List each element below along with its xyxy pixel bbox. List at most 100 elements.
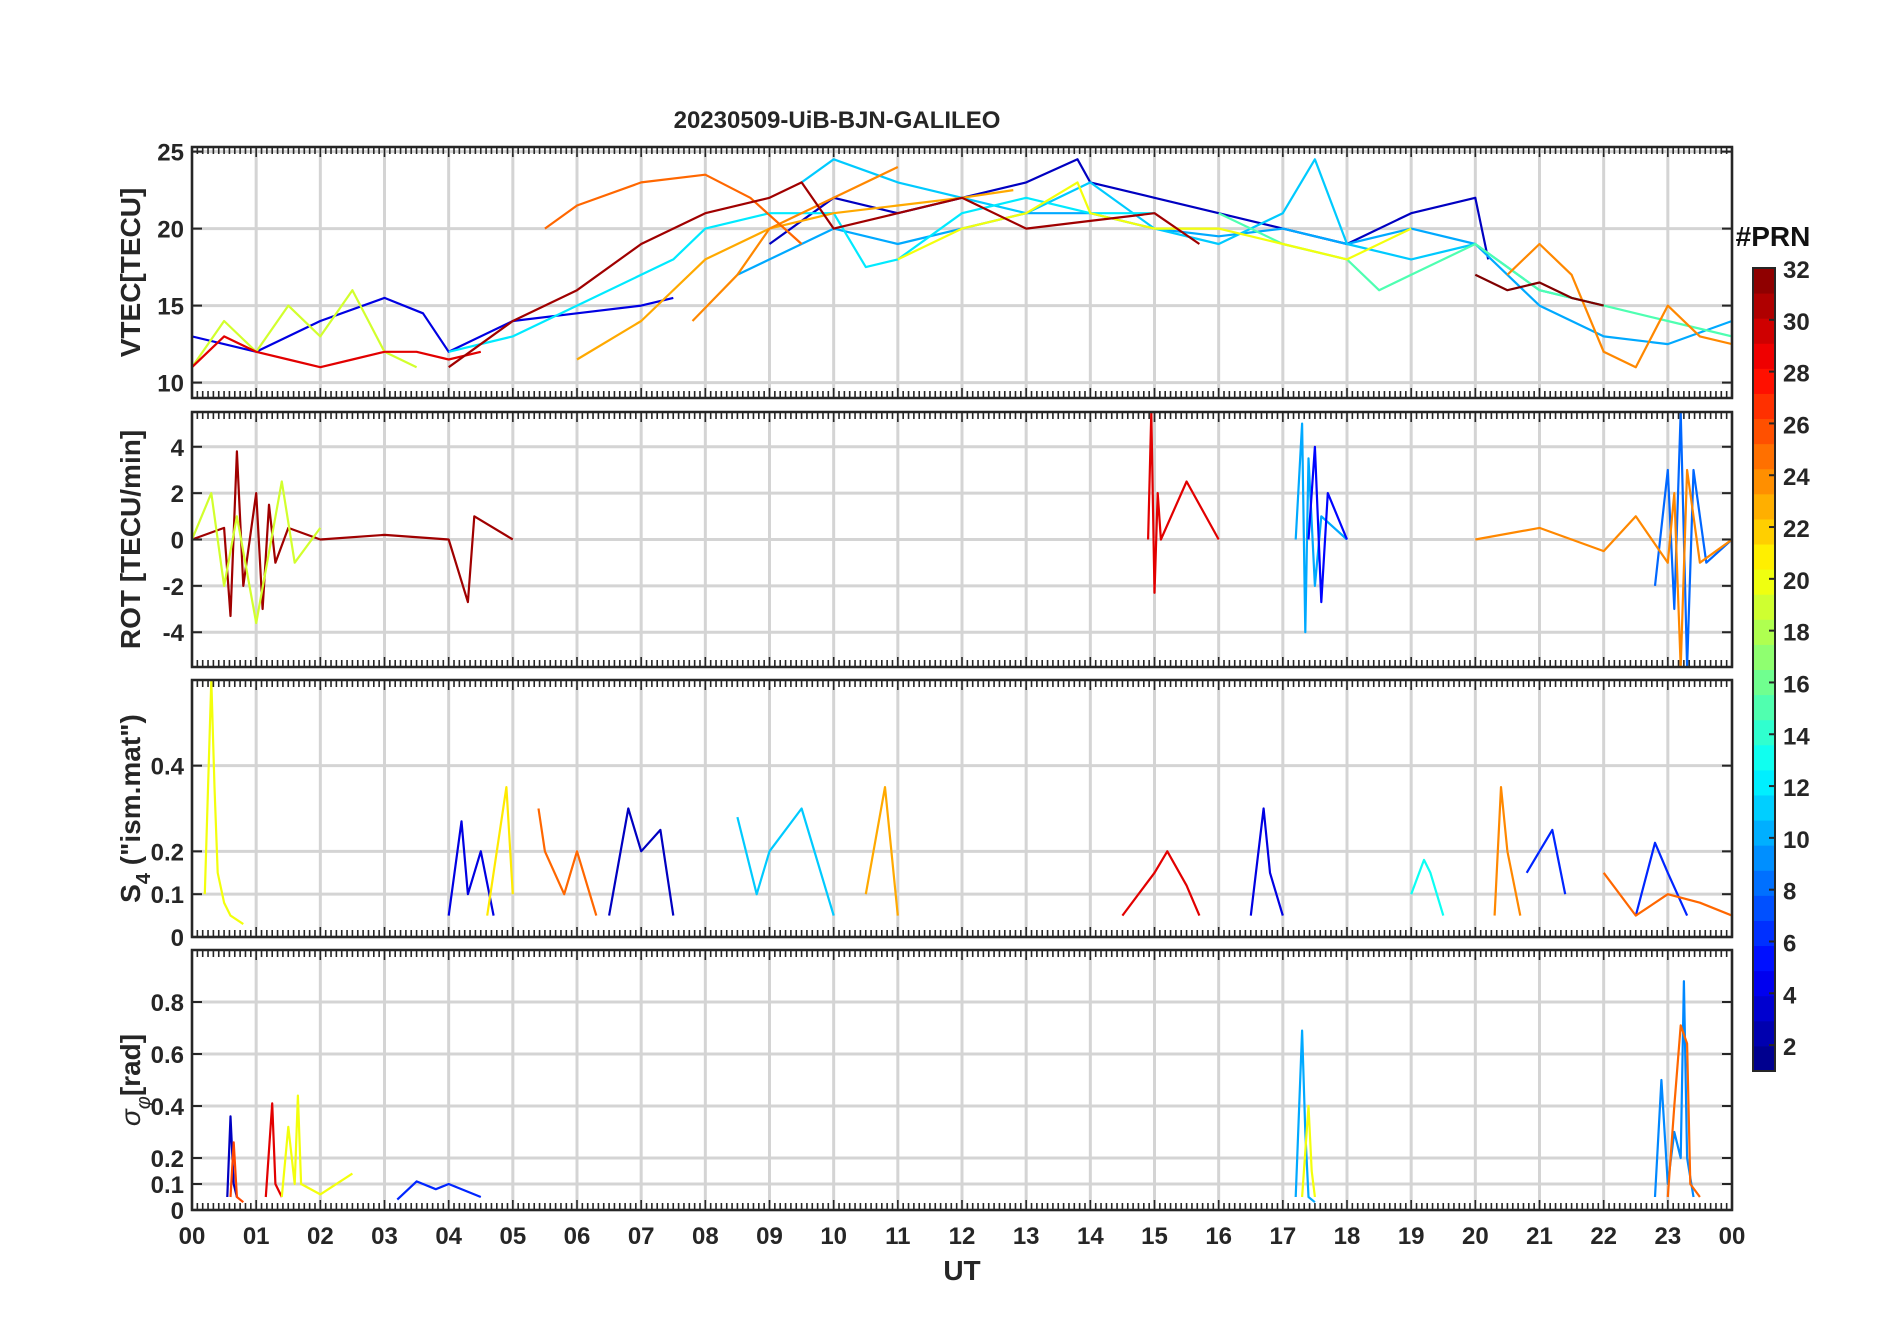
y-tick-label: 0 <box>171 1198 184 1225</box>
y-tick-label: -2 <box>163 574 184 601</box>
series-prn-6 <box>396 1180 482 1201</box>
series-prn-10 <box>1294 422 1348 634</box>
colorbar-tick-label: 24 <box>1783 464 1810 491</box>
colorbar-segment <box>1753 644 1775 670</box>
y-tick-label: 15 <box>157 294 184 321</box>
colorbar-segment <box>1753 995 1775 1022</box>
series-prn-29 <box>1147 412 1220 594</box>
colorbar-segment <box>1753 594 1775 620</box>
x-tick-label: 09 <box>756 1223 783 1250</box>
y-tick-label: 10 <box>157 371 184 398</box>
colorbar-tick-label: 14 <box>1783 723 1810 750</box>
y-tick-label: 0.4 <box>151 754 185 781</box>
colorbar-segment <box>1753 393 1775 420</box>
series-prn-10 <box>736 212 1732 346</box>
series-prn-11 <box>736 807 835 916</box>
y-tick-label: 0 <box>171 925 184 952</box>
y-tick-label: 0.4 <box>151 1094 185 1121</box>
series-prn-31 <box>448 181 1201 369</box>
x-tick-label: 12 <box>949 1223 976 1250</box>
colorbar-segment <box>1753 318 1775 344</box>
series-prn-25 <box>1666 1024 1701 1198</box>
colorbar-segment <box>1753 744 1775 771</box>
colorbar-segment <box>1753 719 1775 746</box>
x-tick-label: 17 <box>1269 1223 1296 1250</box>
x-tick-label: 04 <box>435 1223 462 1250</box>
series-prn-25 <box>544 173 803 245</box>
series-prn-4 <box>192 296 674 353</box>
series-prn-6 <box>1525 828 1567 895</box>
series-prn-24 <box>1493 785 1522 916</box>
series-prn-32 <box>1474 273 1604 307</box>
series-prn-21 <box>486 785 514 916</box>
x-tick-label: 05 <box>499 1223 526 1250</box>
colorbar-title: #PRN <box>1736 221 1811 252</box>
x-tick-label: 22 <box>1590 1223 1617 1250</box>
x-tick-label: 16 <box>1205 1223 1232 1250</box>
colorbar-tick-label: 30 <box>1783 309 1810 336</box>
colorbar-tick-label: 32 <box>1783 257 1810 284</box>
axes-frame <box>190 410 1734 669</box>
panel-s4: 0 0.1 0.2 0.4S4 ("ism.mat") <box>115 678 1734 952</box>
x-tick-label: 19 <box>1398 1223 1425 1250</box>
x-tick-label: 01 <box>243 1223 270 1250</box>
y-axis-label: VTEC[TECU] <box>115 188 146 358</box>
series-prn-9 <box>1653 980 1695 1198</box>
series-prn-25 <box>537 808 598 916</box>
colorbar-segment <box>1753 845 1775 871</box>
x-tick-label: 07 <box>628 1223 655 1250</box>
colorbar-tick-label: 10 <box>1783 827 1810 854</box>
series-prn-23 <box>576 189 1014 361</box>
x-tick-label: 15 <box>1141 1223 1168 1250</box>
chart-title: 20230509-UiB-BJN-GALILEO <box>674 107 1001 134</box>
x-tick-label: 14 <box>1077 1223 1104 1250</box>
colorbar-segment <box>1753 970 1775 997</box>
series-prn-4 <box>1249 807 1284 916</box>
y-axis-label: S4 ("ism.mat") <box>115 714 155 903</box>
x-tick-label: 13 <box>1013 1223 1040 1250</box>
colorbar-segment <box>1753 569 1775 595</box>
panel-sigma-phi: 00.10.2 0.4 0.6 0.8 σφ[rad] <box>115 948 1734 1225</box>
axes-frame <box>190 678 1734 939</box>
series-prn-24 <box>1506 242 1732 369</box>
y-tick-label: 0.6 <box>151 1042 184 1069</box>
colorbar-segment <box>1753 1020 1775 1047</box>
colorbar-segment <box>1753 794 1775 821</box>
x-tick-label: 03 <box>371 1223 398 1250</box>
colorbar-segment <box>1753 418 1775 445</box>
colorbar-segment <box>1753 769 1775 796</box>
colorbar-tick-label: 20 <box>1783 568 1810 595</box>
series-prn-29 <box>192 335 482 369</box>
series-prn-24 <box>1475 468 1732 667</box>
series-prn-26 <box>229 1141 244 1204</box>
y-tick-label: -4 <box>163 620 185 647</box>
x-tick-label: 23 <box>1654 1223 1681 1250</box>
series-prn-19 <box>192 289 418 369</box>
colorbar-segment <box>1753 343 1775 369</box>
series-group <box>226 980 1701 1204</box>
x-tick-label: 00 <box>1719 1223 1746 1250</box>
axes-frame <box>190 948 1734 1212</box>
colorbar-segment <box>1753 293 1775 319</box>
colorbar-tick-label: 18 <box>1783 620 1810 647</box>
y-tick-label: 0.2 <box>151 1146 184 1173</box>
series-group <box>192 158 1732 369</box>
colorbar-tick-label: 4 <box>1783 982 1797 1009</box>
colorbar-tick-label: 16 <box>1783 671 1810 698</box>
x-tick-label: 08 <box>692 1223 719 1250</box>
series-prn-20 <box>203 680 244 926</box>
y-tick-label: 0.2 <box>151 839 184 866</box>
colorbar-tick-label: 28 <box>1783 361 1810 388</box>
series-prn-11 <box>800 158 1604 307</box>
series-prn-19 <box>192 480 322 625</box>
colorbar-tick-label: 6 <box>1783 930 1796 957</box>
colorbar-segment <box>1753 493 1775 520</box>
series-prn-6 <box>1634 841 1689 917</box>
colorbar-segment <box>1753 870 1775 896</box>
y-tick-label: 4 <box>171 435 185 462</box>
series-prn-20 <box>1301 1104 1316 1198</box>
colorbar-segment <box>1753 368 1775 394</box>
series-prn-25 <box>1602 872 1732 917</box>
